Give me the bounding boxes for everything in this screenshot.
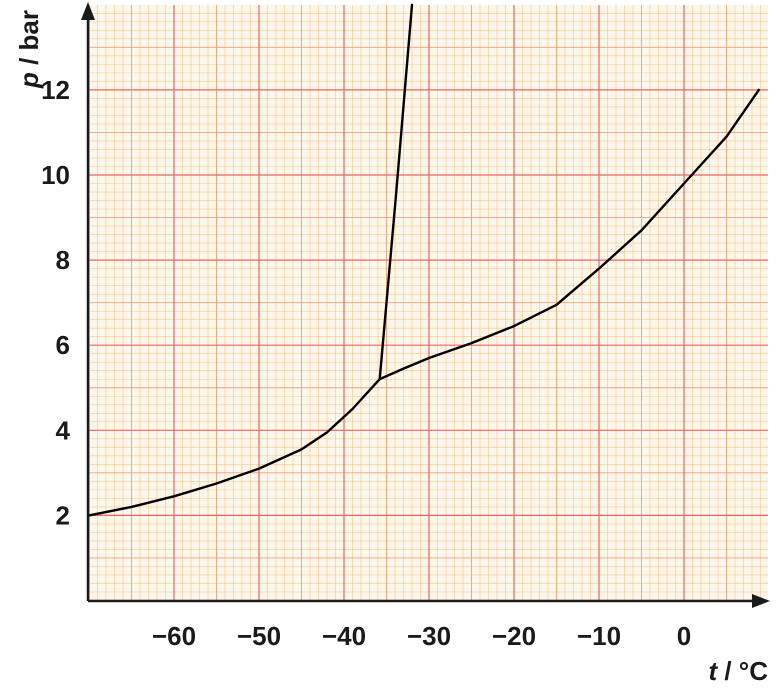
y-tick-label: 2 [56, 500, 70, 530]
x-axis-label-unit: / °C [717, 656, 768, 686]
y-tick-label: 4 [56, 415, 71, 445]
y-tick-labels: 2 4 6 8 10 12 [41, 75, 70, 531]
y-axis-label: p / bar [14, 10, 44, 89]
x-tick-label: 0 [677, 621, 691, 651]
series-line-2 [378, 3, 414, 381]
x-tick-label: −50 [237, 621, 281, 651]
series-line-1 [87, 88, 760, 517]
x-tick-label: −30 [407, 621, 451, 651]
y-tick-label: 6 [56, 330, 70, 360]
x-tick-labels: −60 −50 −40 −30 −20 −10 0 [152, 621, 691, 651]
x-axis-arrowhead [752, 594, 770, 608]
y-axis-label-var: p [14, 72, 44, 89]
axes-layer [81, 2, 770, 608]
series-layer [87, 3, 760, 517]
x-tick-label: −10 [577, 621, 621, 651]
x-tick-label: −20 [492, 621, 536, 651]
y-tick-label: 8 [56, 245, 70, 275]
x-axis-label-var: t [708, 656, 718, 686]
x-axis-label: t / °C [708, 656, 768, 686]
y-tick-label: 12 [41, 75, 70, 105]
y-axis-arrowhead [81, 2, 95, 20]
x-tick-label: −40 [322, 621, 366, 651]
grid-mid [88, 5, 768, 601]
y-axis-label-unit: / bar [14, 10, 44, 72]
y-tick-label: 10 [41, 160, 70, 190]
x-tick-label: −60 [152, 621, 196, 651]
